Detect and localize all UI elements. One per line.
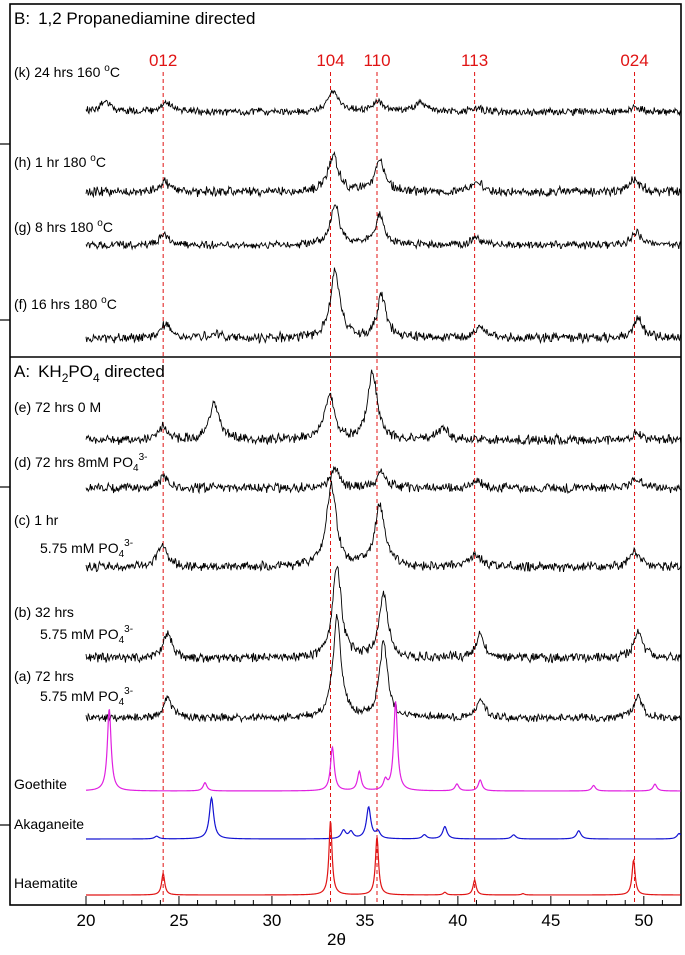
series-label-6-line2: 5.75 mM PO43-: [40, 538, 133, 560]
series-label-4: (e) 72 hrs 0 M: [14, 399, 101, 415]
series-label-2: (g) 8 hrs 180 oC: [14, 218, 113, 235]
diffraction-traces: [85, 89, 682, 896]
trace-goethite: [85, 701, 681, 792]
series-label-9: Goethite: [14, 776, 67, 792]
trace-sample-6: [85, 480, 682, 573]
series-label-6: (c) 1 hr: [14, 512, 59, 528]
trace-akaganeite: [86, 795, 682, 840]
series-label-3: (f) 16 hrs 180 oC: [14, 295, 117, 312]
series-label-8: (a) 72 hrs: [14, 668, 74, 684]
x-tick-label: 40: [448, 911, 467, 930]
x-axis-label: 2θ: [327, 930, 346, 949]
series-label-0: (k) 24 hrs 160 oC: [14, 63, 120, 80]
series-label-7: (b) 32 hrs: [14, 604, 74, 620]
panel-a-title: A: KH2PO4 directed: [14, 362, 165, 385]
trace-sample-2: [85, 204, 682, 251]
series-label-1: (h) 1 hr 180 oC: [14, 153, 106, 170]
trace-sample-0: [85, 89, 682, 117]
x-tick-label: 50: [634, 911, 653, 930]
series-label-7-line2: 5.75 mM PO43-: [40, 624, 133, 646]
trace-sample-8: [85, 613, 682, 724]
trace-sample-4: [85, 369, 682, 446]
reflection-label-110: 110: [363, 51, 390, 70]
trace-sample-7: [85, 565, 682, 664]
trace-haematite: [86, 821, 681, 896]
series-label-10: Akaganeite: [14, 816, 84, 832]
series-label-5: (d) 72 hrs 8mM PO43-: [14, 452, 148, 474]
x-axis: 20 25 30 35 40 45 50: [77, 896, 682, 930]
trace-sample-1: [85, 151, 682, 199]
reflection-label-113: 113: [461, 51, 488, 70]
reflection-label-012: 012: [149, 51, 177, 70]
x-tick-label: 35: [355, 911, 374, 930]
plot-frame: [9, 3, 682, 906]
x-tick-label: 45: [541, 911, 560, 930]
trace-sample-5: [85, 465, 682, 495]
reflection-label-104: 104: [316, 51, 344, 70]
series-label-11: Haematite: [14, 875, 78, 891]
x-tick-label: 25: [170, 911, 189, 930]
panel-b-title: B: 1,2 Propanediamine directed: [14, 9, 255, 28]
trace-sample-3: [85, 267, 682, 345]
reflection-label-024: 024: [620, 51, 648, 70]
x-tick-label: 30: [262, 911, 281, 930]
x-tick-label: 20: [77, 911, 96, 930]
series-label-8-line2: 5.75 mM PO43-: [40, 686, 133, 708]
reflection-lines: 012 104 110 113 024: [149, 51, 649, 905]
series-labels: (k) 24 hrs 160 oC (h) 1 hr 180 oC (g) 8 hr…: [14, 63, 148, 891]
